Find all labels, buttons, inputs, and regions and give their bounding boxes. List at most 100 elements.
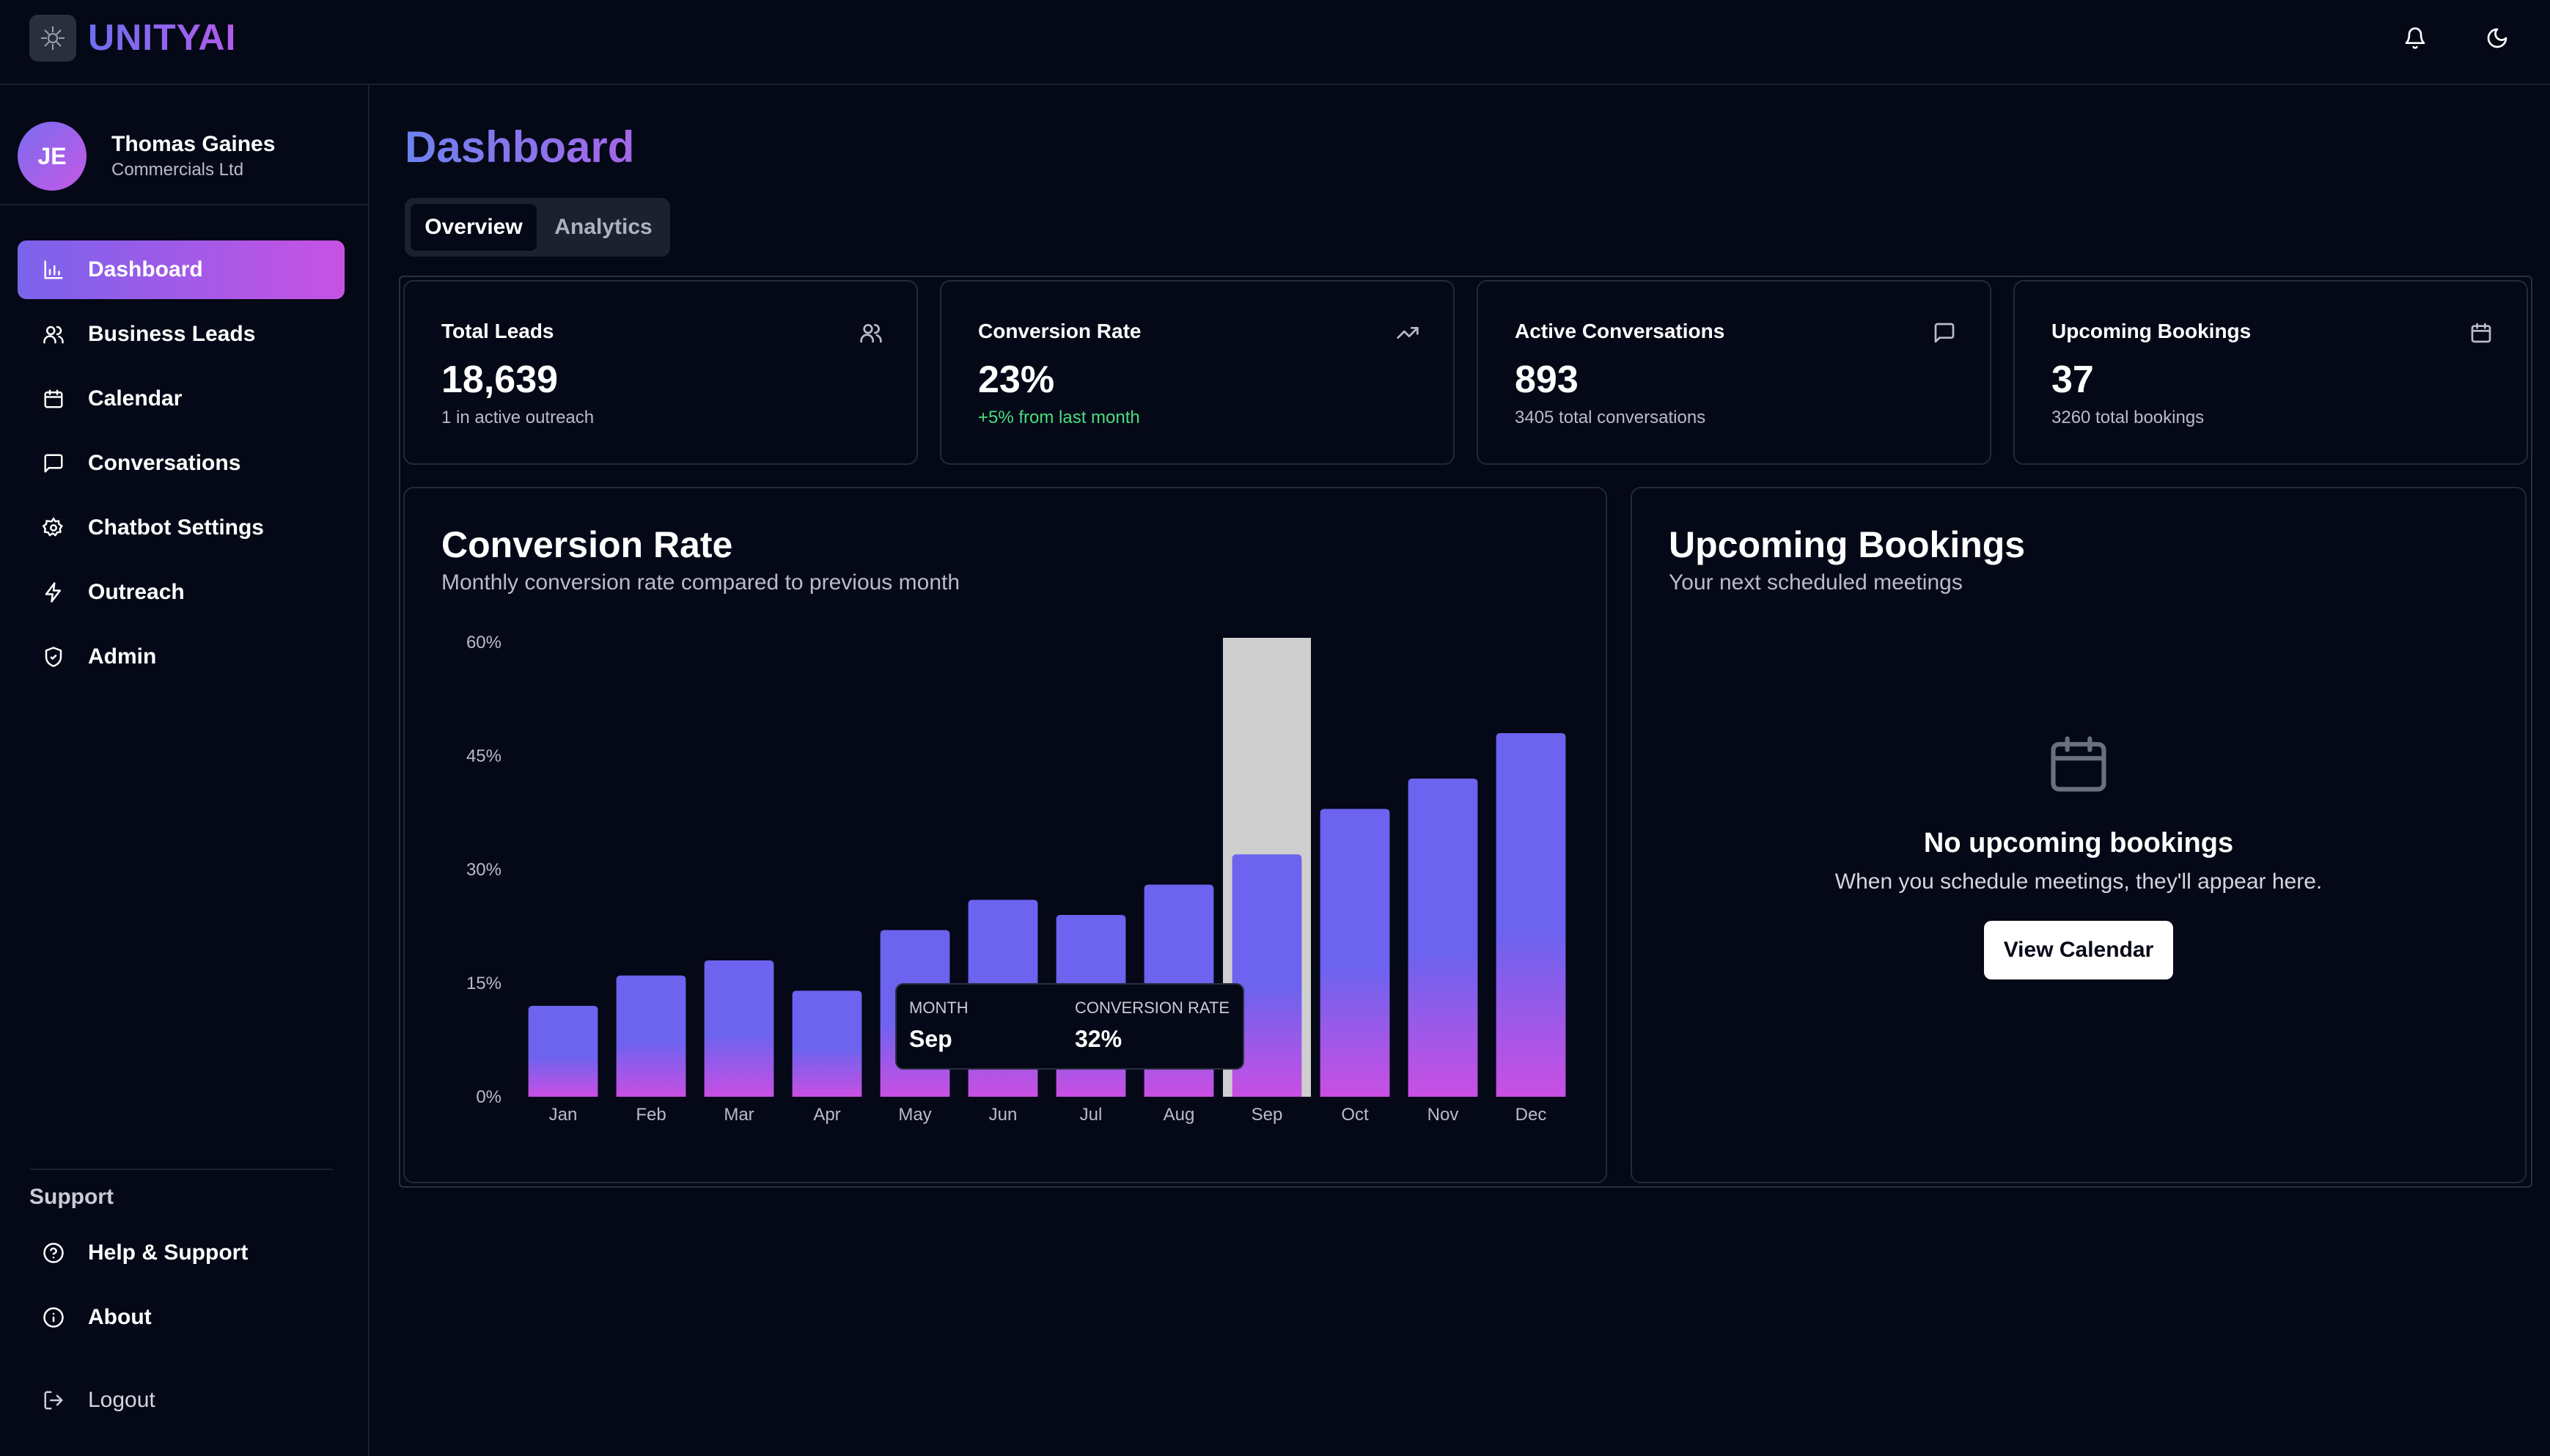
- bar-dec: [1496, 733, 1566, 1097]
- sidebar-item-label: Admin: [88, 644, 157, 669]
- calendar-icon: [2468, 320, 2494, 346]
- panel-title: Conversion Rate: [441, 524, 733, 565]
- x-tick-label: Jan: [549, 1105, 578, 1125]
- x-tick-label: Aug: [1164, 1105, 1195, 1125]
- users-icon: [858, 320, 884, 346]
- lightning-icon: [41, 580, 66, 605]
- stat-card-conversion-rate: Conversion Rate 23% +5% from last month: [940, 280, 1455, 465]
- panel-title: Upcoming Bookings: [1669, 524, 2026, 565]
- user-profile: JE Thomas Gaines Commercials Ltd: [0, 85, 368, 205]
- avatar[interactable]: JE: [18, 122, 87, 191]
- empty-state-subtitle: When you schedule meetings, they'll appe…: [1834, 869, 2323, 894]
- app-name[interactable]: UNITYAI: [88, 17, 237, 58]
- conversion-rate-chart: 0% 15% 30% 45% 60% Jan Feb Mar Apr May Jun Jul Aug Se…: [466, 633, 1566, 1125]
- stat-value: 893: [1515, 359, 1579, 401]
- panel-subtitle: Monthly conversion rate compared to prev…: [441, 570, 960, 595]
- content-frame: [399, 276, 2532, 1188]
- help-icon: [41, 1240, 66, 1265]
- calendar-icon: [41, 386, 66, 411]
- bar-oct: [1320, 809, 1390, 1097]
- gear-icon: [41, 515, 66, 540]
- stat-subtext: 3260 total bookings: [2051, 408, 2205, 427]
- sidebar-item-label: Calendar: [88, 386, 183, 411]
- sidebar-item-calendar[interactable]: Calendar: [18, 369, 345, 428]
- calendar-icon: [2045, 730, 2112, 801]
- stat-subtext: 1 in active outreach: [441, 408, 595, 427]
- stat-subtext: 3405 total conversations: [1515, 408, 1706, 427]
- stat-card-upcoming-bookings: Upcoming Bookings 37 3260 total bookings: [2013, 280, 2528, 465]
- user-company: Commercials Ltd: [111, 160, 244, 180]
- bar-apr: [792, 990, 862, 1097]
- x-tick-label: Jul: [1080, 1105, 1103, 1125]
- sidebar-item-label: Outreach: [88, 580, 185, 604]
- sidebar-item-label: About: [88, 1305, 152, 1329]
- info-icon: [41, 1305, 66, 1330]
- bar-mar: [704, 960, 774, 1097]
- sidebar-item-outreach[interactable]: Outreach: [18, 563, 345, 622]
- sidebar-item-help-support[interactable]: Help & Support: [18, 1224, 345, 1282]
- stat-card-total-leads: Total Leads 18,639 1 in active outreach: [403, 280, 918, 465]
- logout-label: Logout: [88, 1388, 155, 1412]
- x-tick-label: Dec: [1515, 1105, 1547, 1125]
- chart-tooltip: [895, 983, 1244, 1070]
- bar-feb: [616, 975, 686, 1097]
- x-tick-label: Feb: [636, 1105, 666, 1125]
- panel-subtitle: Your next scheduled meetings: [1669, 570, 1963, 595]
- stat-value: 18,639: [441, 359, 559, 401]
- x-tick-label: Jun: [989, 1105, 1018, 1125]
- logout-icon: [41, 1388, 66, 1413]
- tooltip-month-value: Sep: [909, 1026, 952, 1052]
- page-title: Dashboard: [405, 122, 635, 172]
- moon-icon[interactable]: [2481, 22, 2513, 54]
- bar-sep: [1232, 854, 1302, 1097]
- sidebar-item-label: Conversations: [88, 451, 241, 475]
- stat-value: 37: [2051, 359, 2094, 401]
- sidebar-item-label: Business Leads: [88, 322, 256, 346]
- bar-chart-icon: [41, 257, 66, 282]
- tooltip-rate-label: CONVERSION RATE: [1075, 999, 1230, 1017]
- tab-bar: Overview Analytics: [405, 198, 670, 257]
- stat-label: Total Leads: [441, 320, 554, 342]
- stat-label: Upcoming Bookings: [2051, 320, 2252, 342]
- tab-overview[interactable]: Overview: [411, 204, 537, 251]
- empty-state-title: No upcoming bookings: [1923, 828, 2234, 858]
- app-logo-icon[interactable]: [29, 15, 76, 62]
- x-tick-label: Apr: [813, 1105, 840, 1125]
- y-tick-label: 60%: [466, 633, 501, 652]
- x-tick-label: Nov: [1428, 1105, 1459, 1125]
- logout-button[interactable]: Logout: [18, 1371, 345, 1430]
- sidebar-item-business-leads[interactable]: Business Leads: [18, 305, 345, 364]
- sidebar-item-chatbot-settings[interactable]: Chatbot Settings: [18, 499, 345, 557]
- stat-card-active-conversations: Active Conversations 893 3405 total conv…: [1477, 280, 1991, 465]
- x-tick-label: Mar: [724, 1105, 754, 1125]
- y-tick-label: 0%: [476, 1087, 501, 1107]
- x-tick-label: May: [898, 1105, 931, 1125]
- sidebar-item-label: Dashboard: [88, 257, 203, 282]
- tooltip-rate-value: 32%: [1075, 1026, 1122, 1052]
- message-icon: [41, 451, 66, 476]
- sidebar: JE Thomas Gaines Commercials Ltd Dashboa…: [0, 85, 370, 1456]
- bar-nov: [1408, 779, 1478, 1097]
- stat-subtext: +5% from last month: [978, 408, 1140, 427]
- trending-up-icon: [1395, 320, 1421, 346]
- bar-jan: [528, 1006, 598, 1097]
- support-section-label: Support: [29, 1185, 114, 1209]
- upcoming-bookings-panel: Upcoming Bookings Your next scheduled me…: [1631, 487, 2527, 1183]
- bell-icon[interactable]: [2399, 22, 2431, 54]
- tab-analytics[interactable]: Analytics: [554, 215, 653, 239]
- empty-state: No upcoming bookings When you schedule m…: [1632, 730, 2525, 979]
- stat-label: Active Conversations: [1515, 320, 1725, 342]
- sidebar-item-label: Chatbot Settings: [88, 515, 264, 540]
- stat-label: Conversion Rate: [978, 320, 1142, 342]
- tooltip-month-label: MONTH: [909, 999, 969, 1017]
- sidebar-item-about[interactable]: About: [18, 1288, 345, 1347]
- users-icon: [41, 322, 66, 347]
- sidebar-item-admin[interactable]: Admin: [18, 628, 345, 686]
- y-tick-label: 15%: [466, 974, 501, 993]
- sidebar-item-dashboard[interactable]: Dashboard: [18, 240, 345, 299]
- x-tick-label: Sep: [1252, 1105, 1283, 1125]
- view-calendar-button[interactable]: View Calendar: [1984, 921, 2173, 979]
- sidebar-item-conversations[interactable]: Conversations: [18, 434, 345, 493]
- message-icon: [1931, 320, 1958, 346]
- y-tick-label: 45%: [466, 746, 501, 766]
